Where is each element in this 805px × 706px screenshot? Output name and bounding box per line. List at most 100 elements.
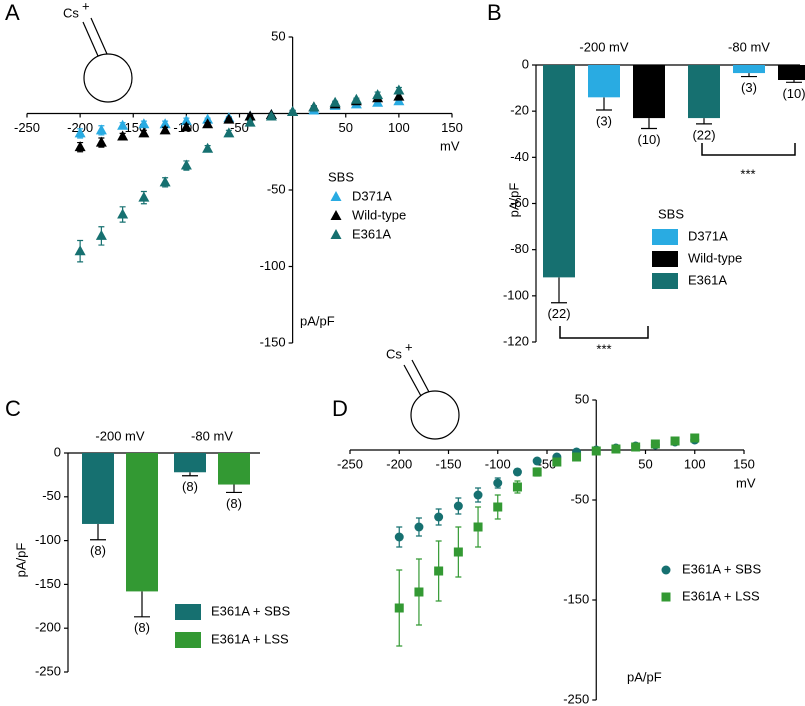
y-tick-label: -200: [35, 620, 61, 635]
legend-swatch: [652, 229, 678, 245]
data-point: [453, 501, 463, 511]
y-tick-label: -50: [570, 491, 589, 506]
x-tick-label: 150: [733, 456, 755, 471]
data-point: [329, 96, 341, 107]
legend-label: E361A + LSS: [211, 631, 289, 646]
panel-letter: D: [332, 396, 348, 421]
y-tick-label: -80: [510, 241, 529, 256]
legend-swatch: [175, 604, 201, 620]
legend-swatch: [652, 251, 678, 267]
data-point: [159, 124, 171, 135]
x-tick-label: -250: [337, 456, 363, 471]
data-point: [117, 130, 129, 141]
data-point: [287, 105, 299, 116]
error-bar: [786, 80, 802, 83]
n-label: (22): [692, 127, 715, 142]
error-bar: [182, 472, 198, 477]
x-tick-label: -150: [435, 456, 461, 471]
legend-marker: [330, 191, 342, 201]
data-point: [453, 547, 463, 557]
legend-swatch: [175, 632, 201, 648]
bar: [543, 65, 575, 278]
data-point: [393, 84, 405, 95]
category-label: -80 mV: [191, 428, 233, 443]
y-axis-label: pA/pF: [506, 183, 521, 218]
n-label: (3): [741, 80, 757, 95]
ion-charge: +: [405, 339, 413, 354]
bar: [733, 65, 765, 74]
legend-swatch: [652, 273, 678, 289]
data-point: [244, 116, 256, 127]
data-point: [265, 110, 277, 121]
y-tick-label: -50: [42, 488, 61, 503]
n-label: (10): [782, 86, 805, 101]
bar: [688, 65, 720, 119]
panel-letter: C: [5, 396, 21, 421]
x-tick-label: -150: [120, 120, 146, 135]
data-point: [434, 566, 444, 576]
data-point: [493, 502, 503, 512]
data-point: [631, 442, 641, 452]
error-bar: [226, 484, 242, 494]
data-point: [95, 229, 107, 240]
data-point: [74, 245, 86, 256]
n-label: (10): [637, 132, 660, 147]
bar: [126, 453, 158, 592]
data-point: [532, 456, 542, 466]
data-point: [611, 444, 621, 454]
data-point: [393, 90, 405, 101]
bar: [82, 453, 114, 524]
data-point: [473, 522, 483, 532]
ion-label: Cs: [386, 346, 402, 361]
n-label: (8): [226, 496, 242, 511]
legend-marker: [661, 565, 671, 575]
x-tick-label: 50: [638, 456, 652, 471]
y-tick-label: 50: [575, 391, 589, 406]
x-tick-label: 100: [388, 120, 410, 135]
significance-brackets: [559, 143, 796, 339]
data-point: [117, 208, 129, 219]
bar: [588, 65, 620, 98]
data-point: [180, 159, 192, 170]
y-tick-label: -50: [267, 181, 286, 196]
x-tick-label: -50: [230, 120, 249, 135]
category-label: -200 mV: [579, 39, 628, 54]
x-axis-label: mV: [440, 138, 460, 153]
y-tick-label: 50: [271, 28, 285, 43]
n-label: (3): [596, 113, 612, 128]
y-tick-label: -20: [510, 103, 529, 118]
cell-diagram: [82, 17, 460, 440]
y-tick-label: 0: [522, 56, 529, 71]
x-tick-label: -100: [485, 456, 511, 471]
error-bar: [134, 591, 150, 618]
bar: [778, 65, 805, 81]
data-point: [414, 522, 424, 532]
ion-label: Cs: [63, 5, 79, 20]
bar: [218, 453, 250, 485]
y-tick-label: -150: [563, 591, 589, 606]
data-point: [74, 127, 86, 138]
data-point: [95, 136, 107, 147]
legend-label: E361A + SBS: [211, 603, 290, 618]
legend-label: Wild-type: [688, 250, 742, 265]
data-point: [434, 512, 444, 522]
data-point: [394, 532, 404, 542]
data-point: [95, 124, 107, 135]
y-tick-label: -150: [260, 334, 286, 349]
legend-title: SBS: [328, 169, 354, 184]
data-point: [180, 115, 192, 126]
error-bar: [696, 118, 712, 125]
x-tick-label: 150: [441, 120, 463, 135]
x-tick-label: -250: [14, 120, 40, 135]
data-point: [372, 89, 384, 100]
significance: ***: [596, 341, 611, 356]
legend-label: E361A: [352, 226, 391, 241]
legend-label: E361A: [688, 272, 727, 287]
x-axis-label: mV: [736, 475, 756, 490]
legend-marker: [661, 592, 671, 602]
data-point: [159, 176, 171, 187]
error-bar: [596, 97, 612, 111]
bar: [174, 453, 206, 473]
x-tick-label: -200: [386, 456, 412, 471]
error-bar: [551, 277, 567, 304]
